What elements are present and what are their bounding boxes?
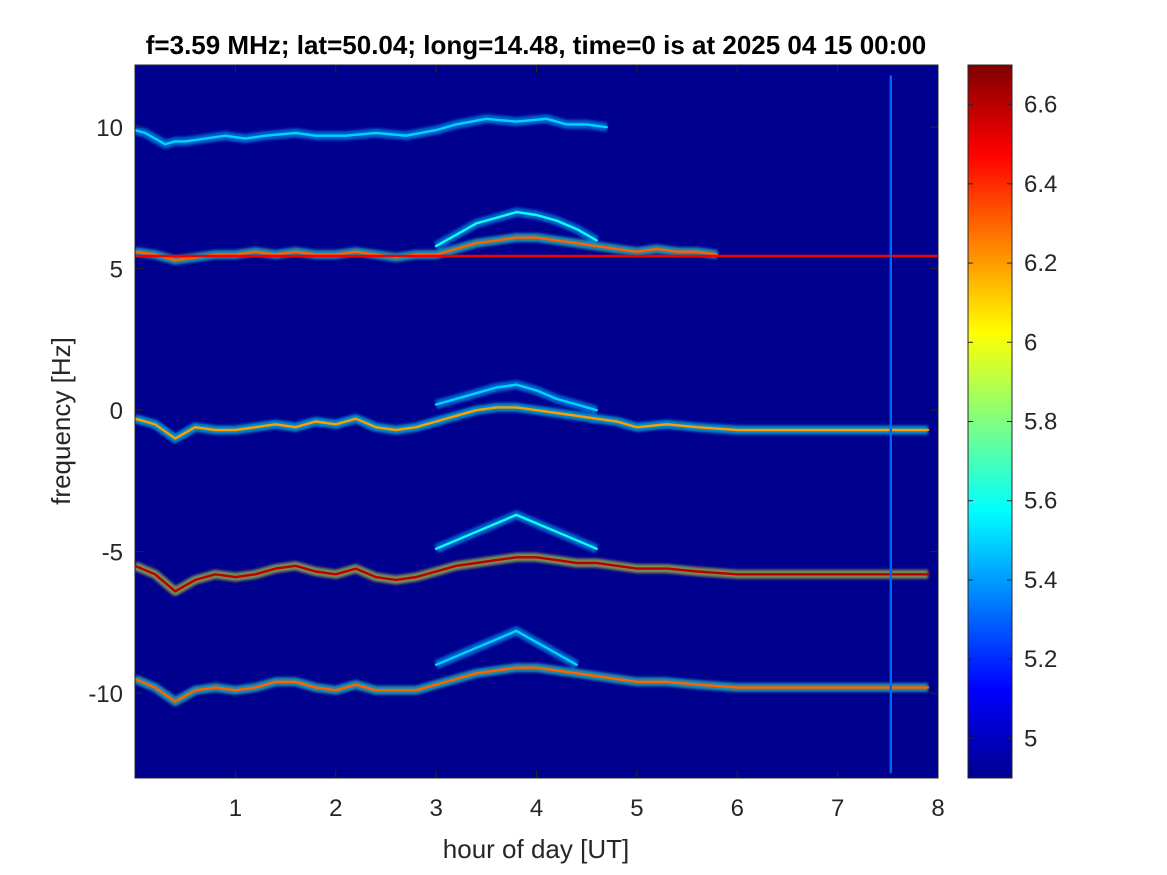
y-tick-label: 10 <box>96 115 123 142</box>
y-tick-label: 5 <box>110 257 123 284</box>
x-tick-label: 2 <box>329 795 342 822</box>
colorbar-tick-label: 5.6 <box>1024 488 1057 515</box>
x-tick-label: 7 <box>831 795 844 822</box>
series-0-trace <box>135 117 608 146</box>
colorbar-tick-label: 5.4 <box>1024 567 1057 594</box>
y-axis-ticks: 10 5 0 -5 -10 <box>88 115 938 708</box>
series-4-trace <box>135 406 930 440</box>
colorbar-tick-label: 6.4 <box>1024 171 1057 198</box>
series-9-trace <box>434 629 578 666</box>
x-tick-label: 3 <box>429 795 442 822</box>
series-5-trace <box>434 383 598 412</box>
colorbar-tick-label: 5 <box>1024 725 1037 752</box>
series-6-trace <box>135 556 930 593</box>
series-8-trace <box>135 666 930 703</box>
y-tick-label: -5 <box>102 540 123 567</box>
colorbar-tick-label: 5.2 <box>1024 646 1057 673</box>
x-tick-label: 8 <box>931 795 944 822</box>
colorbar-tick-label: 6 <box>1024 329 1037 356</box>
y-tick-label: -10 <box>88 681 123 708</box>
colorbar-tick-label: 6.6 <box>1024 92 1057 119</box>
series-7-trace <box>434 513 598 550</box>
y-tick-label: 0 <box>110 398 123 425</box>
x-tick-label: 1 <box>229 795 242 822</box>
series-layer <box>135 75 938 774</box>
colorbar-ticks: 6.6 6.4 6.2 6 5.8 5.6 5.4 5.2 5 <box>968 92 1057 752</box>
x-axis-ticks: 1 2 3 4 5 6 7 8 <box>229 65 945 822</box>
x-axis-label: hour of day [UT] <box>443 834 629 864</box>
chart-title: f=3.59 MHz; lat=50.04; long=14.48, time=… <box>146 30 926 60</box>
x-tick-label: 6 <box>731 795 744 822</box>
x-tick-label: 4 <box>530 795 543 822</box>
colorbar-tick-label: 5.8 <box>1024 409 1057 436</box>
y-axis-label: frequency [Hz] <box>46 337 76 505</box>
colorbar <box>967 64 1013 779</box>
colorbar-tick-label: 6.2 <box>1024 250 1057 277</box>
series-3-trace <box>434 210 598 248</box>
x-tick-label: 5 <box>630 795 643 822</box>
